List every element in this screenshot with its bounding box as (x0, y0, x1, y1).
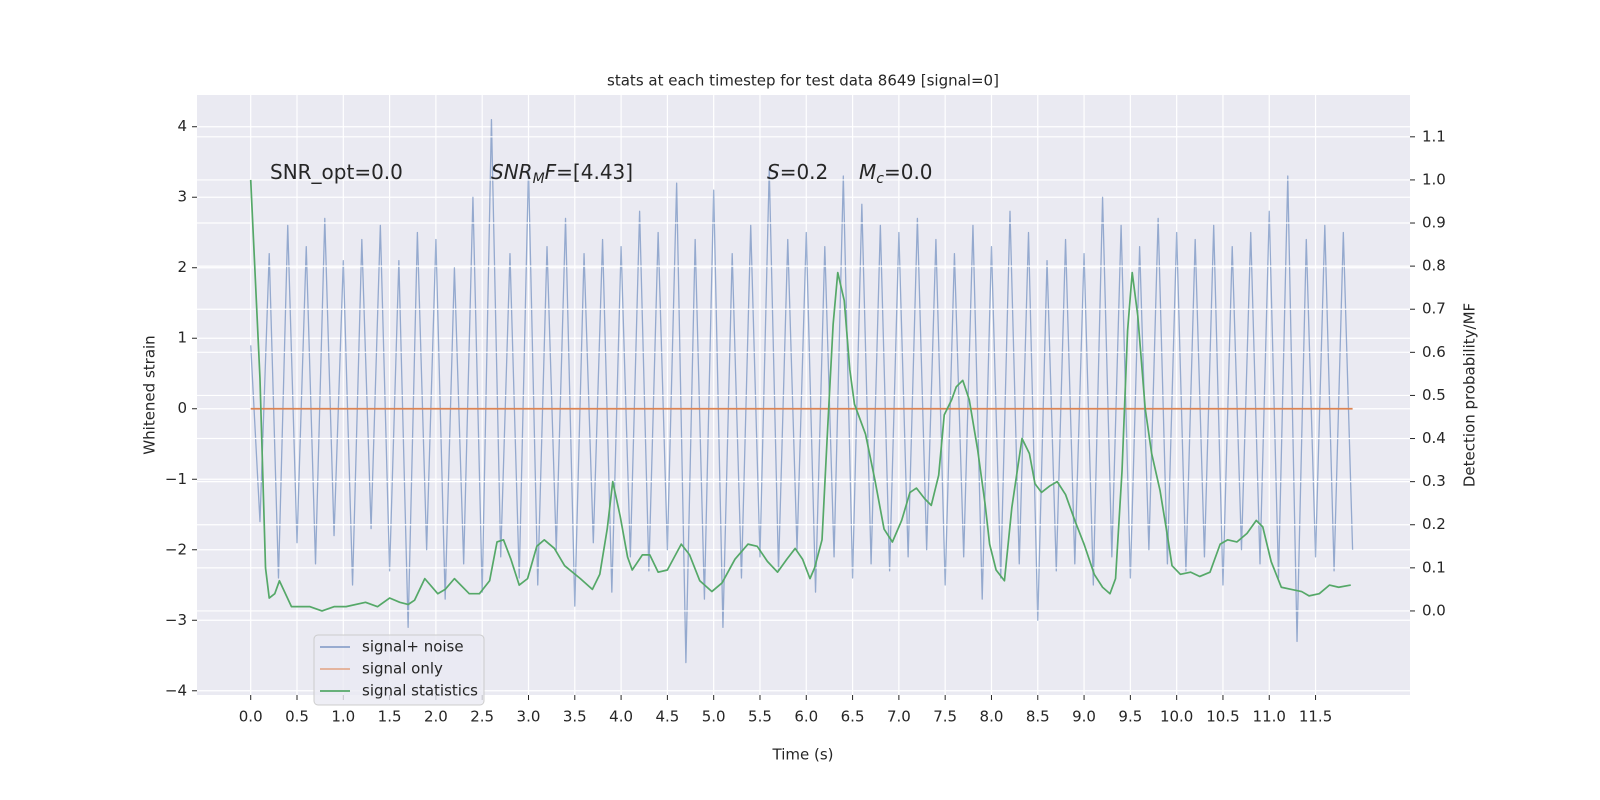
x-tick-label: 4.0 (609, 708, 633, 726)
y-tick-label: 4 (177, 117, 187, 135)
annotation: Mc=0.0 (859, 160, 933, 188)
x-tick-label: 9.5 (1118, 708, 1142, 726)
x-tick-label: 1.0 (331, 708, 355, 726)
annotation-part: =0.0 (884, 160, 933, 184)
annotation-part: S (767, 160, 780, 184)
x-tick-label: 5.5 (748, 708, 772, 726)
y2-tick-label: 0.8 (1422, 257, 1446, 275)
x-tick-label: 7.0 (887, 708, 911, 726)
annotation-part: SNR (491, 160, 533, 184)
annotation: SNR_opt=0.0 (270, 160, 403, 184)
y-tick-label: 2 (177, 258, 187, 276)
x-tick-label: 11.5 (1299, 708, 1332, 726)
legend-label: signal statistics (362, 682, 478, 700)
x-tick-label: 0.5 (285, 708, 309, 726)
y2-tick-label: 0.7 (1422, 300, 1446, 318)
annotation-part: =[4.43] (556, 160, 633, 184)
y2-tick-label: 0.5 (1422, 386, 1446, 404)
annotation-part: M (859, 160, 876, 184)
y2-tick-label: 1.1 (1422, 127, 1446, 145)
series-line (249, 179, 1351, 612)
x-tick-label: 3.5 (563, 708, 587, 726)
y2-tick-label: 0.0 (1422, 601, 1446, 619)
y2-tick-label: 1.0 (1422, 170, 1446, 188)
y-tick-label: 3 (177, 188, 187, 206)
annotation-part: F (545, 160, 557, 184)
legend-box (313, 634, 485, 706)
annotation: SNRMF=[4.43] (491, 160, 633, 188)
x-tick-label: 5.0 (702, 708, 726, 726)
annotation-part: M (533, 171, 545, 187)
x-tick-label: 7.5 (933, 708, 957, 726)
y2-tick-label: 0.4 (1422, 429, 1446, 447)
annotation-part: c (876, 171, 884, 187)
x-tick-label: 2.5 (470, 708, 494, 726)
x-tick-label: 3.0 (517, 708, 541, 726)
x-tick-label: 11.0 (1253, 708, 1286, 726)
legend-label: signal only (362, 660, 443, 678)
chart-title: stats at each timestep for test data 864… (607, 72, 999, 90)
y-tick-label: −1 (165, 470, 187, 488)
x-tick-label: 10.5 (1206, 708, 1239, 726)
x-tick-label: 0.0 (239, 708, 263, 726)
x-tick-label: 4.5 (655, 708, 679, 726)
annotation-part: =0.2 (780, 160, 829, 184)
annotation: S=0.2 (767, 160, 828, 184)
x-tick-label: 10.0 (1160, 708, 1193, 726)
y-tick-label: 1 (177, 329, 187, 347)
x-axis-label: Time (s) (772, 746, 834, 764)
y-axis-label: Whitened strain (141, 335, 159, 454)
x-tick-label: 6.0 (794, 708, 818, 726)
x-tick-label: 8.5 (1026, 708, 1050, 726)
y-tick-label: 0 (177, 399, 187, 417)
y2-tick-label: 0.1 (1422, 558, 1446, 576)
x-tick-label: 2.0 (424, 708, 448, 726)
y2-tick-label: 0.9 (1422, 214, 1446, 232)
y2-axis-label: Detection probability/MF (1461, 303, 1479, 487)
y2-tick-label: 0.2 (1422, 515, 1446, 533)
x-tick-label: 6.5 (841, 708, 865, 726)
x-tick-label: 1.5 (378, 708, 402, 726)
x-tick-label: 8.0 (980, 708, 1004, 726)
y2-tick-label: 0.6 (1422, 343, 1446, 361)
series-line (250, 119, 1354, 664)
x-tick-label: 9.0 (1072, 708, 1096, 726)
y-tick-label: −3 (165, 611, 187, 629)
y-tick-label: −2 (165, 540, 187, 558)
y2-tick-label: 0.3 (1422, 472, 1446, 490)
annotation-part: SNR_opt=0.0 (270, 160, 403, 184)
y-tick-label: −4 (165, 681, 187, 699)
legend-label: signal+ noise (362, 638, 464, 656)
